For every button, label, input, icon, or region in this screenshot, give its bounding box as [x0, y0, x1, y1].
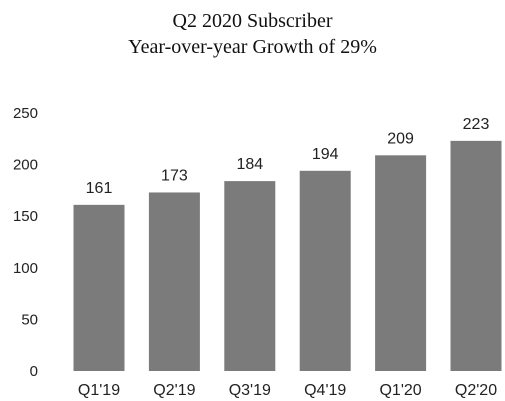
x-tick-label: Q2'20 — [455, 382, 497, 399]
y-tick-label: 100 — [13, 260, 38, 277]
chart-title: Q2 2020 Subscriber — [172, 10, 333, 32]
x-tick-label: Q1'20 — [379, 382, 421, 399]
x-tick-label: Q2'19 — [153, 382, 195, 399]
data-label: 194 — [312, 146, 339, 163]
bar — [299, 170, 351, 371]
x-tick-label: Q1'19 — [78, 382, 120, 399]
y-tick-label: 150 — [13, 208, 38, 225]
data-label: 173 — [161, 167, 188, 184]
bar — [450, 140, 502, 371]
bar — [73, 204, 125, 371]
x-tick-label: Q3'19 — [229, 382, 271, 399]
data-label: 223 — [463, 116, 490, 133]
data-label: 209 — [387, 130, 414, 147]
y-tick-label: 200 — [13, 157, 38, 174]
chart-subtitle: Year-over-year Growth of 29% — [128, 36, 377, 58]
data-label: 161 — [86, 180, 113, 197]
x-tick-label: Q4'19 — [304, 382, 346, 399]
y-tick-label: 50 — [21, 311, 38, 328]
y-tick-label: 250 — [13, 105, 38, 122]
y-tick-label: 0 — [30, 363, 38, 380]
bar — [148, 192, 200, 371]
bar — [224, 181, 276, 371]
data-label: 184 — [236, 156, 263, 173]
bar — [375, 155, 427, 371]
